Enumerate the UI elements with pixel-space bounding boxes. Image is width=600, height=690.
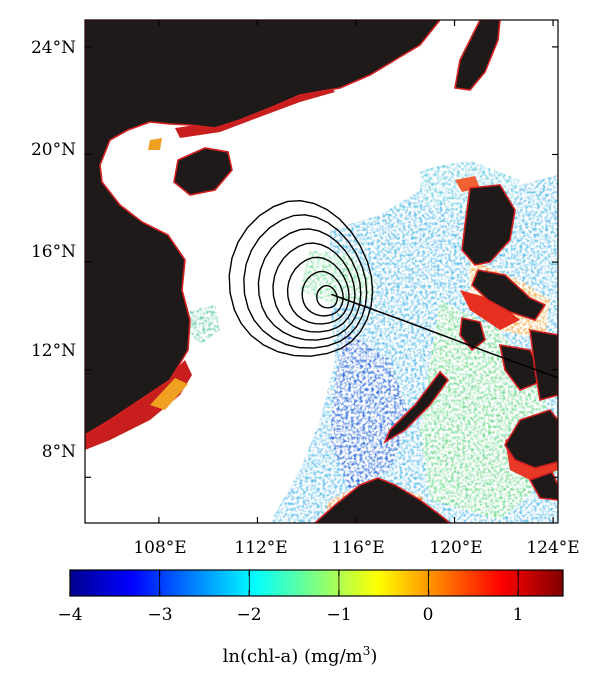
storm-contour-line bbox=[301, 270, 344, 317]
land-palawan bbox=[383, 370, 450, 444]
land-luzon-south bbox=[471, 269, 547, 321]
map-axis-ticks bbox=[85, 20, 558, 523]
land-small-east-isle bbox=[528, 470, 558, 501]
land-borneo bbox=[313, 477, 452, 523]
land-hainan bbox=[173, 147, 233, 196]
colorbar: −4 −3 −2 −1 0 1 ln(chl-a) (mg/m3) bbox=[57, 569, 564, 667]
colorbar-tick-label: 0 bbox=[423, 605, 434, 625]
lat-tick-label: 24°N bbox=[31, 38, 76, 58]
storm-contour-line bbox=[228, 199, 374, 357]
coastal-band-hainan bbox=[148, 138, 162, 150]
map-plot-area bbox=[84, 19, 559, 524]
map-frame bbox=[84, 19, 559, 524]
lon-tick-label: 124°E bbox=[526, 538, 579, 558]
colorbar-tick-label: −3 bbox=[147, 605, 172, 625]
lat-tick-labels: 24°N 20°N 16°N 12°N 8°N bbox=[31, 38, 76, 462]
colorbar-title: ln(chl-a) (mg/m3) bbox=[223, 644, 378, 667]
lon-tick-label: 120°E bbox=[429, 538, 482, 558]
storm-contour-line bbox=[272, 242, 356, 333]
land-visayas-east bbox=[529, 329, 558, 402]
land-mainland-asia bbox=[85, 20, 442, 436]
chlorophyll-field bbox=[85, 20, 558, 523]
storm-contours bbox=[228, 199, 374, 357]
colorbar-title-main: ln(chl-a) (mg/m bbox=[223, 646, 363, 667]
lon-tick-label: 108°E bbox=[133, 538, 186, 558]
land-mindoro bbox=[459, 317, 486, 352]
land-mindanao bbox=[504, 409, 558, 469]
land-taiwan bbox=[454, 20, 501, 91]
lat-tick-label: 16°N bbox=[31, 242, 76, 262]
storm-contour-line bbox=[243, 214, 368, 349]
storm-track bbox=[331, 293, 558, 379]
lat-tick-label: 12°N bbox=[31, 341, 76, 361]
chl-patch-small-west bbox=[188, 305, 220, 345]
coastal-band-luzon bbox=[460, 290, 520, 330]
land-luzon bbox=[461, 184, 516, 266]
colorbar-bar bbox=[69, 569, 564, 597]
storm-contour-line bbox=[257, 228, 362, 341]
colorbar-ticks bbox=[69, 570, 519, 596]
lat-tick-label: 20°N bbox=[31, 140, 76, 160]
colorbar-title-sup: 3 bbox=[363, 644, 371, 658]
storm-contour-line bbox=[286, 256, 350, 325]
lon-tick-labels: 108°E 112°E 116°E 120°E 124°E bbox=[133, 538, 579, 558]
colorbar-title-end: ) bbox=[370, 646, 377, 667]
lon-tick-label: 112°E bbox=[234, 538, 287, 558]
land-masses bbox=[85, 20, 558, 523]
colorbar-tick-label: −1 bbox=[326, 605, 351, 625]
colorbar-tick-label: −2 bbox=[236, 605, 261, 625]
colorbar-tick-label: −4 bbox=[57, 605, 82, 625]
coastal-band-vietnam-orange bbox=[150, 378, 188, 410]
storm-contour-line bbox=[316, 284, 338, 309]
lat-tick-label: 8°N bbox=[42, 442, 76, 462]
colorbar-tick-label: 1 bbox=[513, 605, 524, 625]
chl-patch-deep-blue bbox=[330, 330, 410, 490]
land-visayas bbox=[498, 344, 547, 391]
lon-tick-label: 116°E bbox=[331, 538, 384, 558]
